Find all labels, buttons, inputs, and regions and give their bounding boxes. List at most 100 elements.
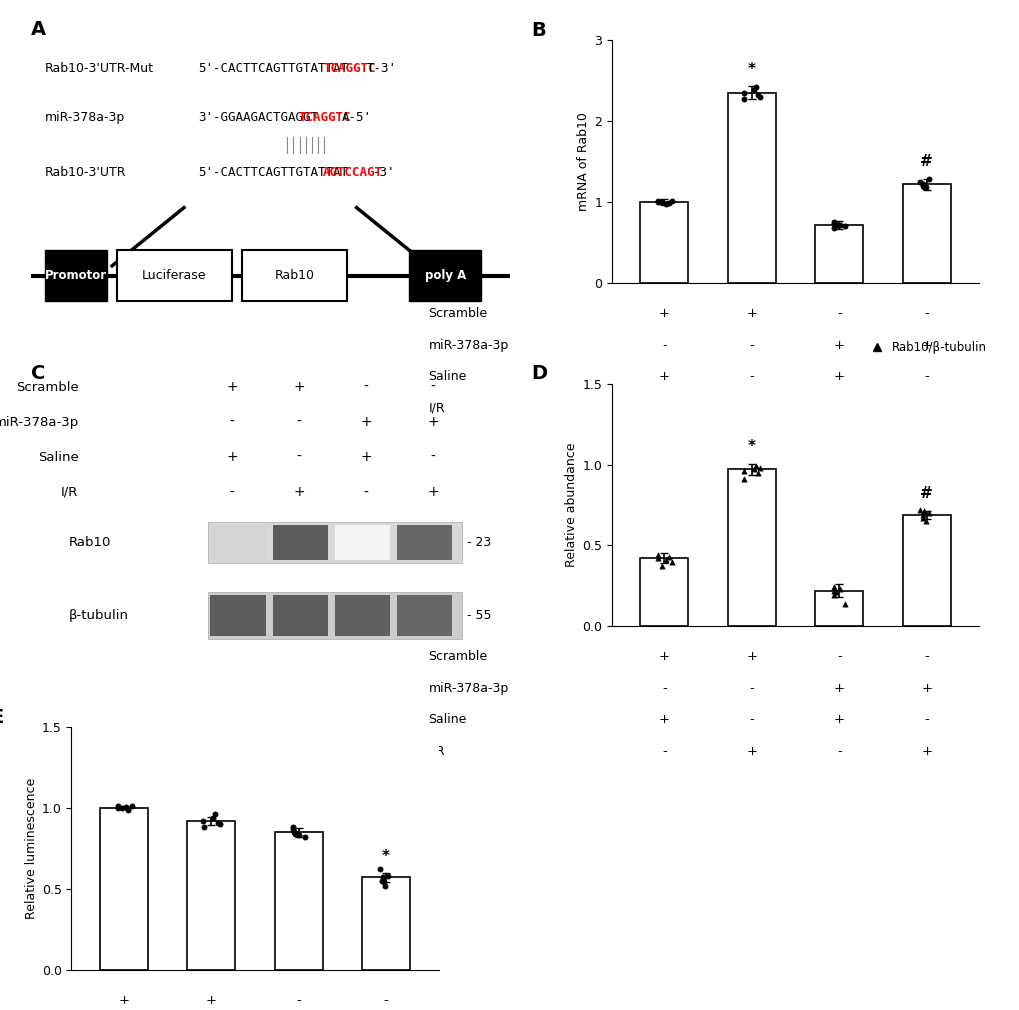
Text: +: + [226, 450, 237, 465]
Text: -: - [364, 486, 368, 500]
Text: A-5': A-5' [341, 111, 371, 123]
Text: +: + [360, 450, 372, 465]
Text: A: A [31, 20, 46, 39]
Text: C: C [31, 364, 45, 383]
Bar [210, 595, 265, 636]
Y-axis label: mRNA of Rab10: mRNA of Rab10 [577, 112, 590, 211]
Point [659, 195, 676, 211]
Bar [728, 93, 775, 283]
Text: -: - [749, 370, 753, 383]
Text: D: D [531, 365, 547, 384]
Text: #: # [919, 486, 932, 501]
Point [657, 551, 674, 568]
Text: TCAGGTC: TCAGGTC [298, 111, 351, 123]
Text: +: + [920, 402, 931, 414]
Point [663, 193, 680, 209]
Text: +: + [920, 682, 931, 695]
Text: -: - [661, 338, 666, 351]
Point [123, 798, 140, 814]
Point [914, 178, 930, 194]
Bar [208, 522, 462, 563]
Text: -: - [837, 402, 841, 414]
Bar [814, 591, 862, 626]
Text: -: - [297, 994, 301, 1007]
Point [914, 507, 930, 523]
Text: +: + [746, 402, 757, 414]
Text: -: - [661, 745, 666, 758]
Bar [902, 184, 950, 283]
Text: *: * [382, 848, 389, 864]
Text: miR-378a-3p: miR-378a-3p [428, 682, 508, 695]
Text: +: + [226, 380, 237, 394]
Point [117, 799, 133, 815]
Point [824, 214, 841, 230]
Text: β-tubulin: β-tubulin [69, 609, 128, 622]
Bar [640, 202, 688, 283]
Point [371, 862, 387, 878]
Point [827, 216, 844, 232]
Point [919, 172, 935, 188]
Text: +: + [658, 713, 669, 726]
Point [650, 194, 666, 210]
Text: Saline: Saline [428, 370, 467, 383]
Point [209, 814, 225, 830]
Text: AGTCCAGT: AGTCCAGT [323, 166, 383, 179]
Point [650, 547, 666, 564]
Point [736, 91, 752, 107]
Bar [640, 559, 688, 626]
Text: I/R: I/R [428, 745, 444, 758]
Point [824, 583, 841, 599]
Point [284, 821, 301, 837]
Y-axis label: Relative abundance: Relative abundance [565, 442, 578, 568]
Text: +: + [833, 713, 844, 726]
Text: poly A: poly A [424, 269, 466, 282]
Text: -: - [749, 682, 753, 695]
Text: - 55: - 55 [467, 609, 491, 622]
Text: Scramble: Scramble [428, 650, 487, 664]
Point [650, 550, 666, 567]
Bar [210, 525, 265, 560]
Text: TCAGGTC: TCAGGTC [323, 63, 375, 75]
Text: +: + [658, 650, 669, 664]
Point [916, 180, 932, 196]
Bar [728, 470, 775, 626]
Text: +: + [427, 486, 438, 500]
Text: +: + [920, 338, 931, 351]
Point [837, 596, 853, 612]
Text: +: + [833, 682, 844, 695]
Point [824, 220, 841, 236]
Point [297, 829, 313, 845]
Bar [45, 249, 107, 301]
Point [914, 510, 930, 526]
Bar [274, 832, 322, 970]
Text: +: + [206, 994, 217, 1007]
Text: Rab10: Rab10 [69, 535, 111, 548]
Point [284, 819, 301, 835]
Point [663, 553, 680, 570]
Bar [242, 249, 346, 301]
Bar [100, 808, 148, 970]
Text: Scramble: Scramble [428, 307, 487, 320]
Bar [397, 595, 452, 636]
Point [911, 502, 927, 518]
Text: *: * [747, 62, 755, 77]
Point [374, 870, 390, 886]
Text: -: - [923, 650, 928, 664]
Text: Rab10-3'UTR: Rab10-3'UTR [45, 166, 126, 179]
Point [650, 193, 666, 209]
Text: -: - [430, 380, 435, 394]
Point [376, 878, 392, 894]
Text: -: - [923, 713, 928, 726]
Point [113, 800, 129, 816]
Text: I/R: I/R [61, 486, 78, 499]
Text: -: - [661, 402, 666, 414]
Text: +: + [658, 307, 669, 320]
Text: Luciferase: Luciferase [142, 269, 207, 282]
Text: #: # [919, 154, 932, 169]
Point [196, 819, 212, 835]
Text: *: * [747, 439, 755, 455]
Text: -: - [923, 307, 928, 320]
Text: -: - [297, 415, 302, 429]
Bar [208, 592, 462, 639]
Text: -: - [749, 713, 753, 726]
